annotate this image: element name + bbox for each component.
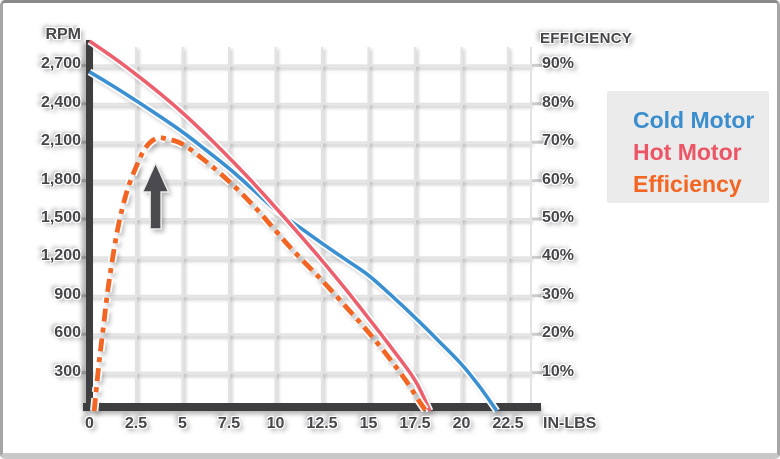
- chart-legend: Cold Motor Hot Motor Efficiency: [607, 91, 769, 203]
- chart-canvas: [68, 38, 548, 417]
- legend-item-cold-motor: Cold Motor: [633, 107, 755, 133]
- legend-item-efficiency: Efficiency: [633, 171, 742, 197]
- up-arrow-annotation: [141, 161, 170, 230]
- rpm-axis-bar: [86, 40, 93, 411]
- series-efficiency: [91, 135, 429, 413]
- torque-axis-bar: [83, 403, 541, 411]
- series-hot-motor: [88, 39, 432, 412]
- series-cold-motor: [88, 70, 499, 413]
- legend-item-hot-motor: Hot Motor: [633, 139, 742, 165]
